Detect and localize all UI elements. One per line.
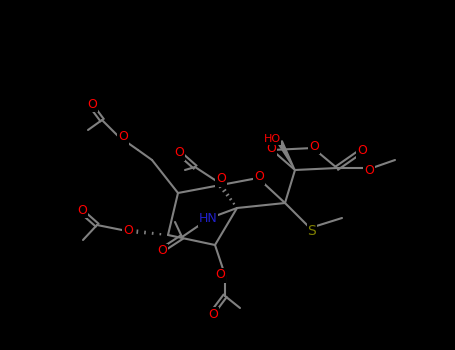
Text: O: O bbox=[174, 147, 184, 160]
Text: HN: HN bbox=[199, 212, 217, 225]
Text: O: O bbox=[77, 203, 87, 217]
Text: O: O bbox=[208, 308, 218, 321]
Polygon shape bbox=[278, 141, 295, 170]
Text: O: O bbox=[87, 98, 97, 111]
Text: O: O bbox=[266, 141, 276, 154]
Text: O: O bbox=[157, 245, 167, 258]
Text: O: O bbox=[357, 145, 367, 158]
Text: O: O bbox=[364, 164, 374, 177]
Text: O: O bbox=[118, 131, 128, 144]
Text: O: O bbox=[216, 173, 226, 186]
Text: O: O bbox=[309, 140, 319, 153]
Text: O: O bbox=[254, 170, 264, 183]
Text: S: S bbox=[308, 224, 316, 238]
Text: O: O bbox=[123, 224, 133, 237]
Text: O: O bbox=[215, 268, 225, 281]
Text: HO: HO bbox=[263, 134, 281, 144]
